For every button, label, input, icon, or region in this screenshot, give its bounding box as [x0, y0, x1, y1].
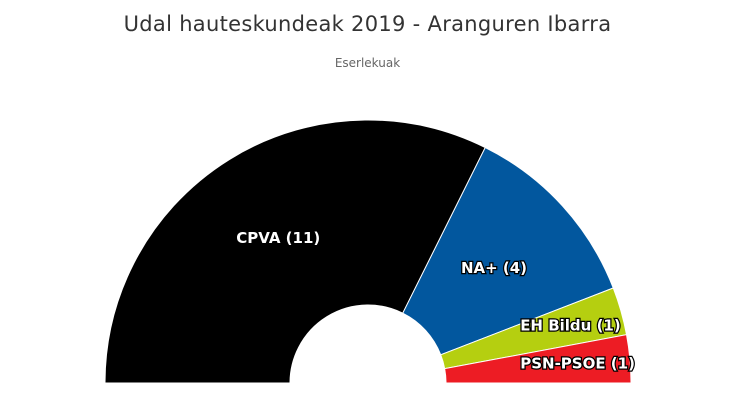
slice-label-eh-bildu: EH Bildu (1) — [520, 316, 621, 334]
slice-label-psn-psoe: PSN-PSOE (1) — [520, 355, 635, 373]
slice-label-na-: NA+ (4) — [461, 259, 527, 277]
slice-label-cpva: CPVA (11) — [236, 229, 320, 247]
slice-na-[interactable] — [402, 146, 614, 356]
chart-subtitle: Eserlekuak — [334, 56, 401, 70]
slice-cpva[interactable] — [104, 119, 486, 384]
slice-psn-psoe[interactable] — [444, 334, 632, 384]
chart-title: Udal hauteskundeak 2019 - Aranguren Ibar… — [123, 12, 612, 36]
